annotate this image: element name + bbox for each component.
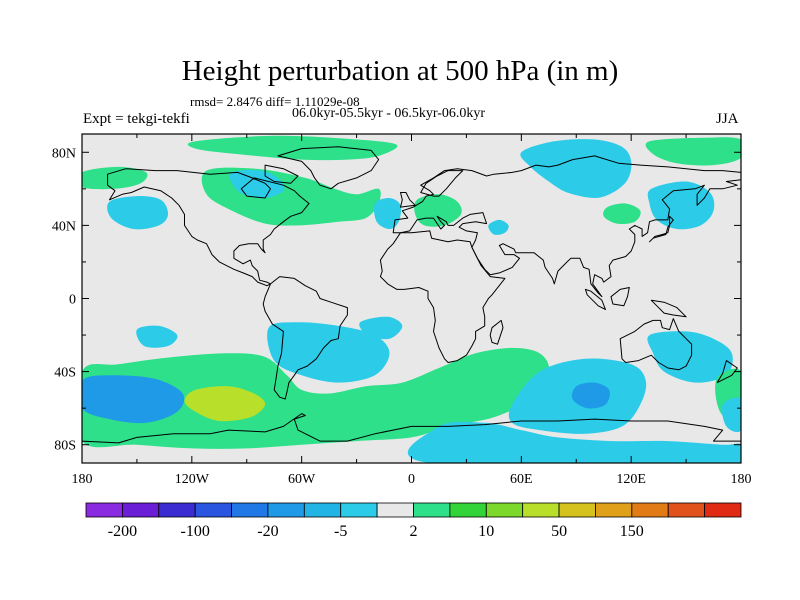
colorbar-box bbox=[631, 502, 669, 518]
rmsd-text: rmsd= 2.8476 diff= 1.11029e-08 bbox=[190, 94, 360, 109]
colorbar-box bbox=[85, 502, 123, 518]
map-area bbox=[82, 134, 741, 463]
colorbar: -200 -100 -20 -5 2 10 50 150 bbox=[85, 502, 742, 540]
anomaly-east-antarctic-negative-band bbox=[408, 421, 741, 463]
anomaly-east-siberia-positive bbox=[645, 137, 741, 166]
lat-tick-label: 40S bbox=[54, 366, 76, 381]
anomaly-alaska-positive bbox=[82, 166, 148, 190]
coastline-new-guinea bbox=[650, 299, 687, 318]
lat-tick-label: 0 bbox=[69, 293, 76, 308]
colorbar-box bbox=[413, 502, 451, 518]
coastline-eurasia bbox=[392, 155, 741, 298]
colorbar-box bbox=[267, 502, 305, 518]
colorbar-label: 150 bbox=[620, 523, 644, 540]
lon-tick-label: 180 bbox=[731, 472, 752, 487]
season-label: JJA bbox=[716, 111, 739, 127]
colorbar-box bbox=[376, 502, 414, 518]
lat-tick-label: 80N bbox=[52, 146, 76, 161]
coastline-layer bbox=[82, 146, 741, 444]
lon-tick-label: 120E bbox=[616, 472, 646, 487]
anomaly-south-atlantic-west-negative bbox=[267, 322, 390, 383]
lon-tick-label: 60E bbox=[510, 472, 533, 487]
colorbar-box bbox=[121, 502, 160, 518]
coastline-baffin bbox=[264, 164, 299, 184]
lon-tick-label: 0 bbox=[408, 472, 415, 487]
anomaly-southern-indian-inner-negative bbox=[571, 382, 610, 409]
coastline-antarctica bbox=[82, 413, 741, 444]
colorbar-box bbox=[231, 502, 269, 518]
colorbar-label: -20 bbox=[257, 523, 278, 540]
lon-tick-label: 120W bbox=[175, 472, 210, 487]
anomaly-australia-negative bbox=[647, 331, 733, 383]
colorbar-box bbox=[340, 502, 378, 518]
coastline-scandinavia bbox=[420, 170, 464, 197]
anomaly-north-pacific-negative bbox=[107, 196, 169, 230]
colorbar-box bbox=[449, 502, 487, 518]
coastline-africa bbox=[379, 230, 506, 363]
colorbar-box bbox=[595, 502, 633, 518]
coastline-sumatra bbox=[584, 288, 606, 310]
anomaly-south-pacific-negative bbox=[82, 375, 185, 424]
coastline-madagascar bbox=[489, 319, 504, 345]
colorbar-label: -200 bbox=[108, 523, 137, 540]
colorbar-box bbox=[522, 502, 560, 518]
anomaly-southern-ocean-wide-positive bbox=[82, 347, 550, 449]
coastline-borneo bbox=[610, 287, 630, 307]
colorbar-label: -5 bbox=[334, 523, 347, 540]
lat-tick-label: 40N bbox=[52, 219, 76, 234]
map-title: Height perturbation at 500 hPa (in m) bbox=[181, 55, 619, 87]
coastline-south-america bbox=[262, 276, 348, 400]
coastline-australia bbox=[619, 318, 693, 371]
coastline-new-zealand bbox=[716, 360, 738, 384]
anomaly-europe-positive bbox=[414, 194, 462, 227]
experiment-label: Expt = tekgi-tekfi bbox=[83, 111, 190, 127]
colorbar-box bbox=[158, 502, 196, 518]
anomaly-dateline-negative bbox=[721, 397, 741, 433]
colorbar-label: 50 bbox=[551, 523, 567, 540]
coastline-north-america bbox=[107, 168, 310, 287]
colorbar-box bbox=[667, 502, 706, 518]
coastline-british-isles bbox=[400, 192, 416, 208]
anomaly-south-indian-small-negative bbox=[359, 316, 403, 340]
anomaly-siberia-negative bbox=[520, 139, 632, 198]
tick-layer: 80N 40N 0 40S 80S 180 120W 60W 0 60E 120E 180 bbox=[52, 134, 752, 487]
colorbar-box bbox=[485, 502, 524, 518]
anomaly-caspian-negative bbox=[488, 219, 509, 235]
lon-tick-label: 60W bbox=[288, 472, 316, 487]
colorbar-label: 2 bbox=[410, 523, 418, 540]
anomaly-mongolia-positive bbox=[603, 203, 641, 225]
coastline-japan bbox=[649, 215, 674, 243]
colorbar-box bbox=[303, 502, 342, 518]
lat-tick-label: 80S bbox=[54, 439, 76, 454]
colorbar-label: 10 bbox=[478, 523, 494, 540]
anomaly-layer bbox=[82, 135, 741, 463]
period-text: 06.0kyr-05.5kyr - 06.5kyr-06.0kyr bbox=[292, 106, 486, 121]
coastline-greenland bbox=[277, 146, 380, 190]
colorbar-label: -100 bbox=[181, 523, 210, 540]
colorbar-box bbox=[558, 502, 596, 518]
colorbar-box bbox=[194, 502, 232, 518]
anomaly-arctic-greenland-positive bbox=[187, 135, 398, 161]
anomaly-patagonia-strong-positive bbox=[184, 386, 266, 422]
colorbar-box bbox=[704, 502, 742, 518]
anomaly-south-atlantic-small-negative bbox=[136, 325, 178, 348]
lon-tick-label: 180 bbox=[72, 472, 93, 487]
